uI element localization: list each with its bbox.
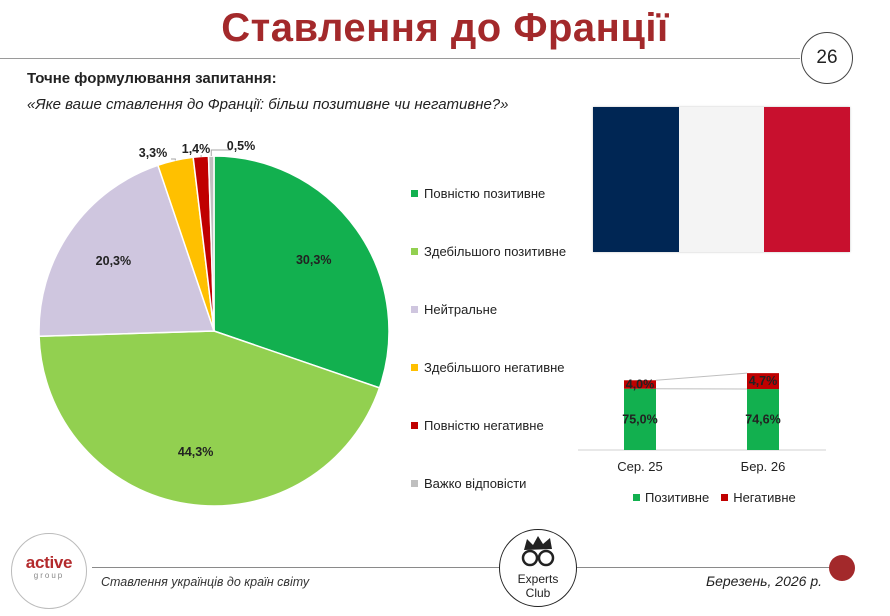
logo-badge	[11, 533, 87, 609]
page-number-badge: 26	[801, 32, 853, 84]
legend-swatch	[411, 364, 418, 372]
legend-label-negative: Негативне	[733, 490, 796, 505]
pie-label-neutral: 20,3%	[96, 254, 131, 268]
bar-legend: Позитивне Негативне	[633, 490, 796, 505]
page-title: Ставлення до Франції	[221, 6, 669, 50]
legend-item-neutral: Нейтральне	[411, 302, 497, 317]
legend-item-hard-to-say: Важко відповісти	[411, 476, 526, 491]
bar-connector-top	[655, 372, 748, 381]
bar-label-positive-ser-25: 75,0%	[622, 412, 657, 426]
question-label: Точне формулювання запитання:	[27, 70, 277, 87]
logo-subtext: group	[33, 571, 65, 580]
footer-subtitle: Ставлення українців до країн світу	[101, 575, 310, 589]
pie-label-fully-positive: 30,3%	[296, 253, 331, 267]
bar-positive-ser-25	[624, 388, 656, 450]
pie-label-fully-negative: 1,4%	[182, 142, 211, 156]
bar-category-ber-26: Бер. 26	[741, 459, 786, 474]
experts-club-text: Experts Club	[517, 572, 559, 600]
legend-swatch	[411, 306, 418, 314]
bar-label-negative-ser-25: 4,0%	[626, 378, 655, 392]
legend-swatch	[411, 422, 418, 430]
legend-swatch	[411, 190, 418, 198]
bar-category-ser-25: Сер. 25	[617, 459, 663, 474]
title-divider	[0, 58, 800, 59]
active-group-logo: active	[25, 553, 73, 572]
pie-chart: 30,3% 44,3% 20,3% 3,3% 1,4% 0,5%	[38, 139, 390, 507]
legend-swatch-positive	[633, 494, 640, 502]
pie-leader-line	[171, 158, 176, 161]
bar-negative-ser-25	[624, 380, 656, 389]
bar-negative-ber-26	[747, 373, 779, 390]
footer-date: Березень, 2026 р.	[706, 573, 823, 589]
bar-label-negative-ber-26: 4,7%	[749, 374, 778, 388]
decorative-dot	[829, 555, 855, 581]
footer-divider	[92, 567, 832, 568]
pie-slice-fully-positive	[213, 155, 390, 389]
legend-swatch-negative	[721, 494, 729, 502]
pie-label-hard-to-say: 0,5%	[227, 139, 256, 153]
pie-label-mostly-negative: 3,3%	[139, 146, 168, 160]
bar-label-positive-ber-26: 74,6%	[745, 413, 780, 427]
bar-positive-ber-26	[747, 389, 779, 450]
legend-swatch	[411, 480, 418, 488]
legend-item-fully-negative: Повністю негативне	[411, 418, 544, 433]
flag-stripe-blue	[593, 107, 679, 252]
experts-club-logo	[499, 529, 577, 607]
legend-item-mostly-positive: Здебільшого позитивне	[411, 244, 566, 259]
legend-item-fully-positive: Повністю позитивне	[411, 186, 545, 201]
pie-label-mostly-positive: 44,3%	[178, 445, 213, 459]
legend-item-mostly-negative: Здебільшого негативне	[411, 360, 565, 375]
stacked-bar-chart: 75,0% 4,0% Сер. 25 74,6% 4,7% Бер. 26	[578, 372, 826, 474]
pie-slice-mostly-positive	[38, 330, 381, 507]
flag-stripe-red	[764, 107, 851, 252]
legend-swatch	[411, 248, 418, 256]
legend-label-positive: Позитивне	[645, 490, 710, 505]
pie-slice-neutral	[38, 164, 216, 337]
pie-leader-line	[210, 149, 231, 157]
france-flag	[593, 107, 851, 252]
flag-stripe-white	[678, 107, 765, 252]
question-text: «Яке ваше ставлення до Франції: більш по…	[27, 96, 509, 113]
glasses-icon	[521, 536, 555, 567]
